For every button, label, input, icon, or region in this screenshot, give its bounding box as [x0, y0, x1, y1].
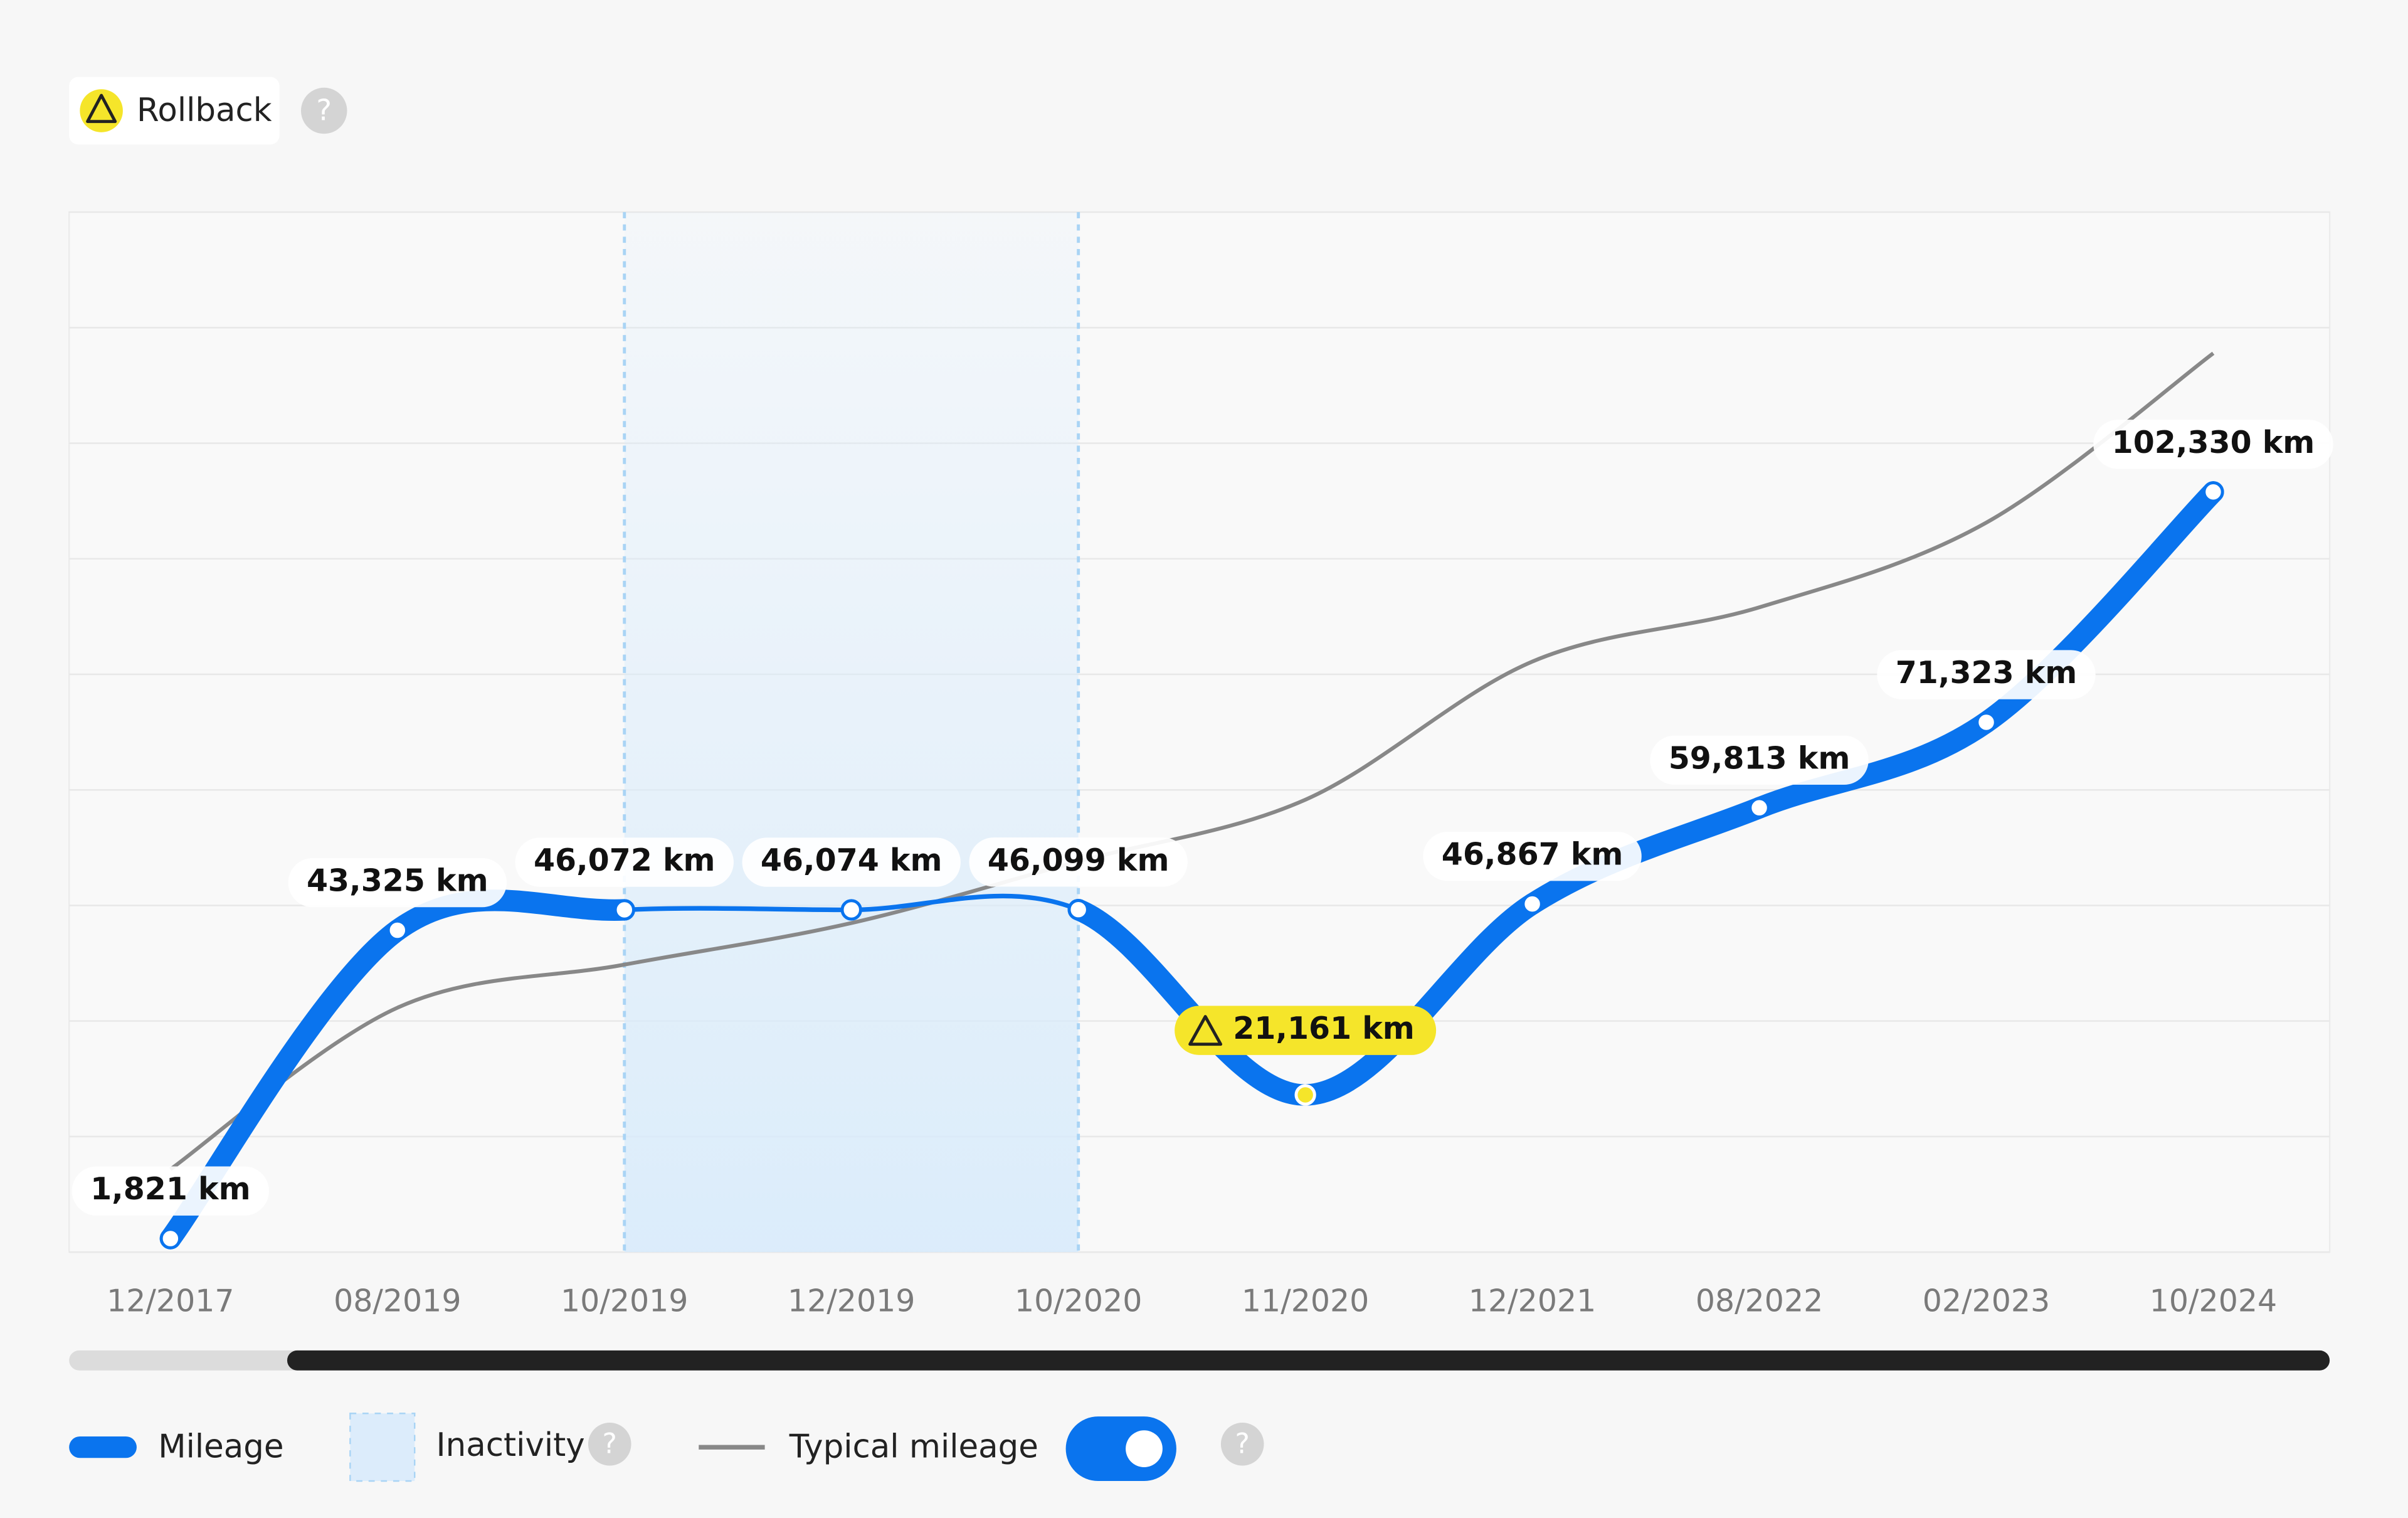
x-tick-label: 08/2019 [334, 1283, 461, 1319]
data-label: 46,099 km [988, 842, 1170, 878]
legend-swatch [349, 1413, 416, 1482]
data-point [1748, 797, 1770, 819]
data-point [613, 899, 635, 921]
data-label: 71,323 km [1896, 655, 2078, 691]
rollback-label-bg [1175, 1006, 1437, 1055]
x-tick-label: 12/2017 [107, 1283, 234, 1319]
data-point [1067, 899, 1089, 921]
x-tick-label: 02/2023 [1923, 1283, 2050, 1319]
x-tick-label: 12/2021 [1469, 1283, 1596, 1319]
inactivity-band [624, 212, 1079, 1253]
toggle-knob[interactable] [1126, 1430, 1163, 1467]
label-bg [288, 857, 507, 908]
legend-label: Mileage [158, 1428, 283, 1466]
x-tick-label: 10/2020 [1015, 1283, 1142, 1319]
help-button[interactable]: ? [301, 87, 347, 134]
x-tick-label: 08/2022 [1696, 1283, 1823, 1319]
label-bg [71, 1166, 269, 1216]
scroll-thumb[interactable] [287, 1350, 2330, 1371]
warning-glyph [86, 93, 117, 124]
label-bg [742, 837, 961, 887]
data-label: 46,072 km [534, 842, 716, 878]
data-point [2202, 481, 2224, 503]
legend-label: Typical mileage [789, 1428, 1038, 1466]
x-tick-label: 11/2020 [1242, 1283, 1369, 1319]
label-bg [2093, 420, 2333, 469]
rollback-badge [69, 77, 280, 145]
label-bg [1423, 831, 1642, 881]
rollback-label: 21,161 km [1233, 1011, 1415, 1046]
mileage-line [159, 889, 635, 1250]
badge-text: Rollback [137, 92, 272, 129]
help-text[interactable]: ? [316, 93, 332, 127]
data-point [1521, 893, 1543, 915]
label-bg [1650, 735, 1869, 785]
help-circle[interactable] [301, 87, 347, 134]
help-text[interactable]: ? [603, 1428, 617, 1460]
data-label: 1,821 km [90, 1171, 251, 1207]
typical-line [169, 351, 2215, 1171]
legend-label: Inactivity [436, 1426, 585, 1464]
data-label: 43,325 km [307, 863, 488, 899]
x-tick-label: 12/2019 [788, 1283, 915, 1319]
x-tick-label: 10/2024 [2150, 1283, 2277, 1319]
data-point [386, 919, 408, 942]
data-point [1975, 711, 1997, 733]
data-label: 46,074 km [761, 842, 943, 878]
x-tick-label: 10/2019 [561, 1283, 688, 1319]
label-bg [1877, 650, 2096, 699]
rollback-point [1294, 1084, 1316, 1106]
help-circle[interactable] [588, 1422, 631, 1466]
warning-glyph [1188, 1015, 1223, 1046]
help-text[interactable]: ? [1235, 1428, 1250, 1460]
data-point [159, 1228, 181, 1250]
data-label: 46,867 km [1442, 837, 1624, 873]
data-label: 102,330 km [2112, 425, 2315, 460]
label-bg [515, 837, 734, 887]
help-circle[interactable] [1220, 1422, 1264, 1466]
data-label: 59,813 km [1669, 740, 1851, 776]
label-bg [969, 837, 1188, 887]
data-point [840, 899, 862, 921]
legend-swatch [69, 1436, 137, 1458]
